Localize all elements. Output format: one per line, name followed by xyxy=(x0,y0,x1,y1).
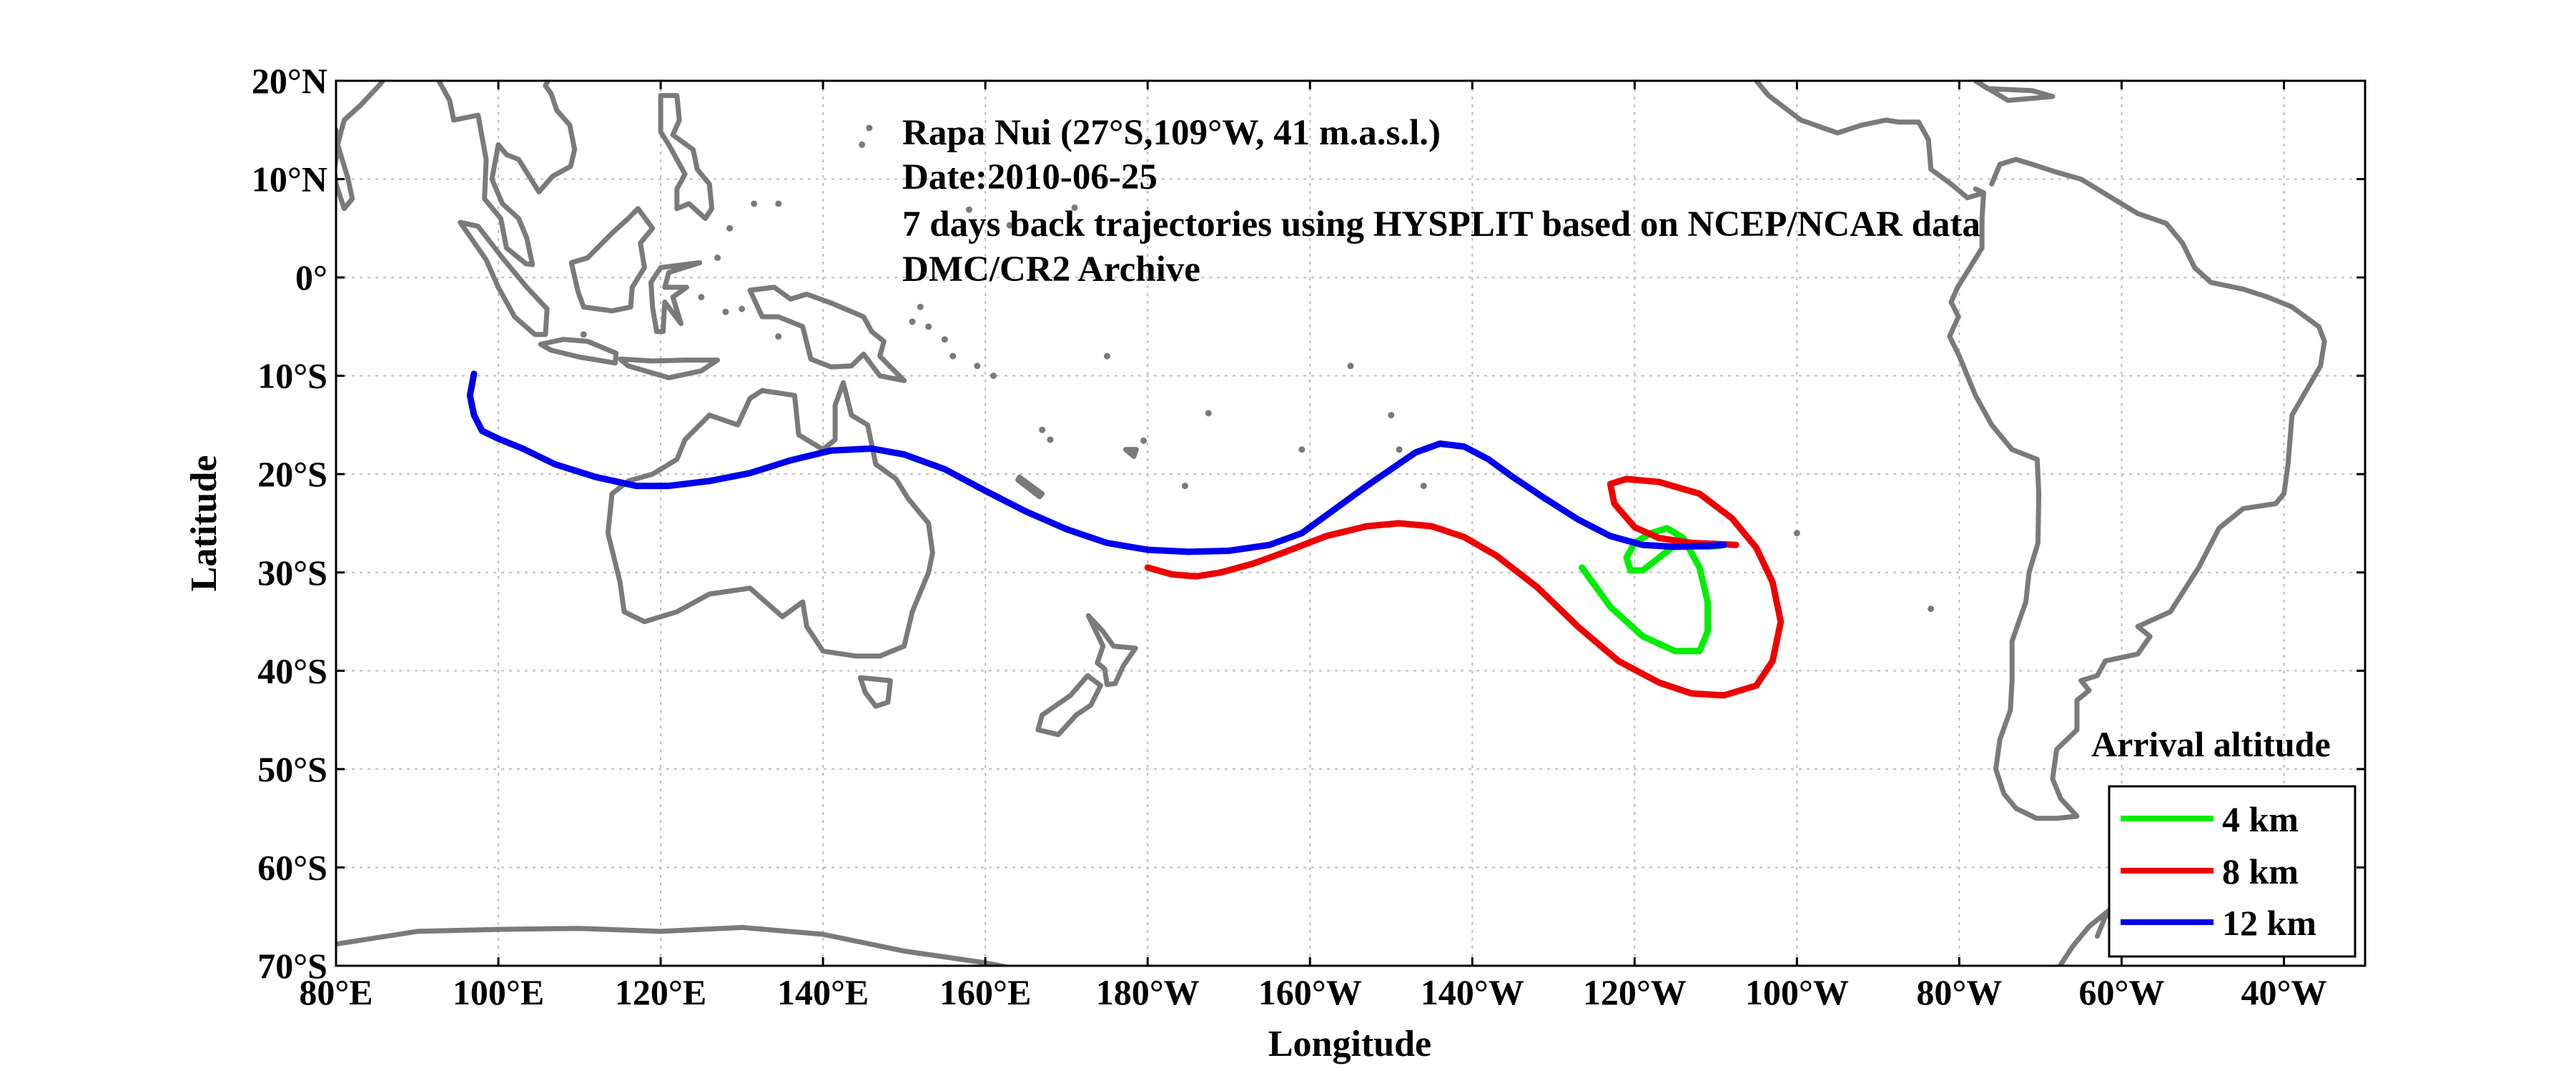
legend: Arrival altitude 4 km 8 km 12 km xyxy=(2091,724,2357,958)
coast-islet xyxy=(775,200,782,207)
coast-islet xyxy=(1793,530,1800,537)
annotation-line-method: 7 days back trajectories using HYSPLIT b… xyxy=(902,204,1980,244)
coast-islet xyxy=(1388,412,1395,419)
coast-islet xyxy=(751,200,758,207)
coast-islet xyxy=(949,352,957,360)
trajectories xyxy=(466,370,1785,699)
x-tick-label: 180°W xyxy=(1096,972,1200,1012)
y-tick-label: 60°S xyxy=(257,847,327,887)
coast-new-guinea xyxy=(747,285,907,383)
annotation-line-site: Rapa Nui (27°S,109°W, 41 m.a.s.l.) xyxy=(902,113,1441,153)
coast-islet xyxy=(1087,259,1095,266)
y-tick-label: 0° xyxy=(295,257,327,297)
coast-islet xyxy=(917,303,924,310)
x-axis-label: Longitude xyxy=(1268,1024,1431,1064)
coast-islet xyxy=(775,333,782,340)
coast-islet xyxy=(1039,426,1046,433)
coast-new-zealand-north xyxy=(1085,613,1138,688)
coast-islet xyxy=(1140,437,1148,444)
legend-label-8km: 8 km xyxy=(2222,851,2299,891)
coast-caribbean xyxy=(1973,81,2056,103)
y-tick-label: 20°N xyxy=(252,61,327,101)
x-tick-label: 100°E xyxy=(453,972,544,1012)
x-tick-label: 140°W xyxy=(1421,972,1524,1012)
coast-islet xyxy=(1071,204,1078,211)
legend-title: Arrival altitude xyxy=(2091,724,2331,764)
coast-islet xyxy=(990,372,997,380)
coast-islet xyxy=(866,124,873,132)
x-tick-label: 120°W xyxy=(1583,972,1687,1012)
trajectory-12km xyxy=(466,370,1727,555)
coast-islet xyxy=(1396,446,1403,453)
coast-islet xyxy=(859,141,866,148)
coast-borneo xyxy=(568,206,656,314)
axes-box xyxy=(335,79,2367,967)
coast-islet xyxy=(1103,352,1110,360)
x-tick-label: 140°E xyxy=(777,972,869,1012)
coast-islet xyxy=(1205,410,1212,417)
coast-islet xyxy=(965,206,972,213)
x-tick-label: 80°W xyxy=(1916,972,2002,1012)
coast-islet xyxy=(580,331,587,338)
coast-australia xyxy=(605,380,935,659)
x-tick-label: 120°E xyxy=(615,972,706,1012)
y-tick-label: 10°N xyxy=(252,159,327,199)
y-tick-label: 10°S xyxy=(257,356,327,396)
x-tick-label: 100°W xyxy=(1745,972,1849,1012)
coast-central-america xyxy=(1753,81,1986,201)
coast-islet xyxy=(1928,605,1935,613)
coast-fiji xyxy=(1123,447,1139,459)
coast-islet xyxy=(925,323,932,330)
coast-islet xyxy=(974,362,981,370)
coast-java xyxy=(538,337,619,366)
coast-islet xyxy=(1181,483,1188,490)
coast-tasmania xyxy=(857,675,893,709)
x-tick-label: 160°W xyxy=(1258,972,1362,1012)
coast-antarctica xyxy=(336,924,1014,966)
annotation-block: Rapa Nui (27°S,109°W, 41 m.a.s.l.) Date:… xyxy=(902,113,1980,290)
coast-sulawesi xyxy=(648,260,703,335)
annotation-line-date: Date:2010-06-25 xyxy=(902,157,1158,197)
coast-lesser-sunda xyxy=(617,356,720,380)
coast-new-caledonia xyxy=(1015,474,1045,500)
x-tick-label: 160°E xyxy=(939,972,1031,1012)
coast-islet xyxy=(714,254,721,262)
coast-islet xyxy=(1420,483,1427,490)
y-tick-label: 50°S xyxy=(257,749,327,789)
legend-label-4km: 4 km xyxy=(2222,799,2299,839)
coast-islet xyxy=(1006,222,1013,229)
coast-islet xyxy=(698,294,705,301)
y-axis-label: Latitude xyxy=(184,455,224,592)
coastlines xyxy=(336,81,2327,966)
coast-islet xyxy=(739,305,746,312)
coast-islet xyxy=(726,224,734,232)
y-tick-label: 40°S xyxy=(257,651,327,691)
coast-philippines xyxy=(658,93,715,222)
coast-islet xyxy=(909,318,916,325)
coast-new-zealand-south xyxy=(1035,673,1103,738)
trajectory-8km xyxy=(1144,475,1785,699)
axis-ticks: 80°E 100°E 120°E 140°E 160°E 180°W 160°W 140°W 1… xyxy=(252,61,2365,1012)
coast-islet xyxy=(941,336,948,343)
x-tick-label: 60°W xyxy=(2078,972,2164,1012)
annotation-line-archive: DMC/CR2 Archive xyxy=(902,249,1200,290)
coast-islet xyxy=(1298,446,1306,453)
coast-islet xyxy=(722,308,729,315)
y-tick-label: 30°S xyxy=(257,553,327,593)
coast-islet xyxy=(1347,362,1354,370)
coast-sumatra xyxy=(458,219,550,337)
x-tick-label: 40°W xyxy=(2241,972,2326,1012)
y-tick-label: 20°S xyxy=(257,454,327,494)
coast-islet xyxy=(1047,436,1054,443)
coast-south-america xyxy=(1947,157,2327,821)
y-tick-label: 70°S xyxy=(257,946,327,986)
x-tick-label: 80°E xyxy=(299,972,372,1012)
legend-label-12km: 12 km xyxy=(2222,903,2316,943)
